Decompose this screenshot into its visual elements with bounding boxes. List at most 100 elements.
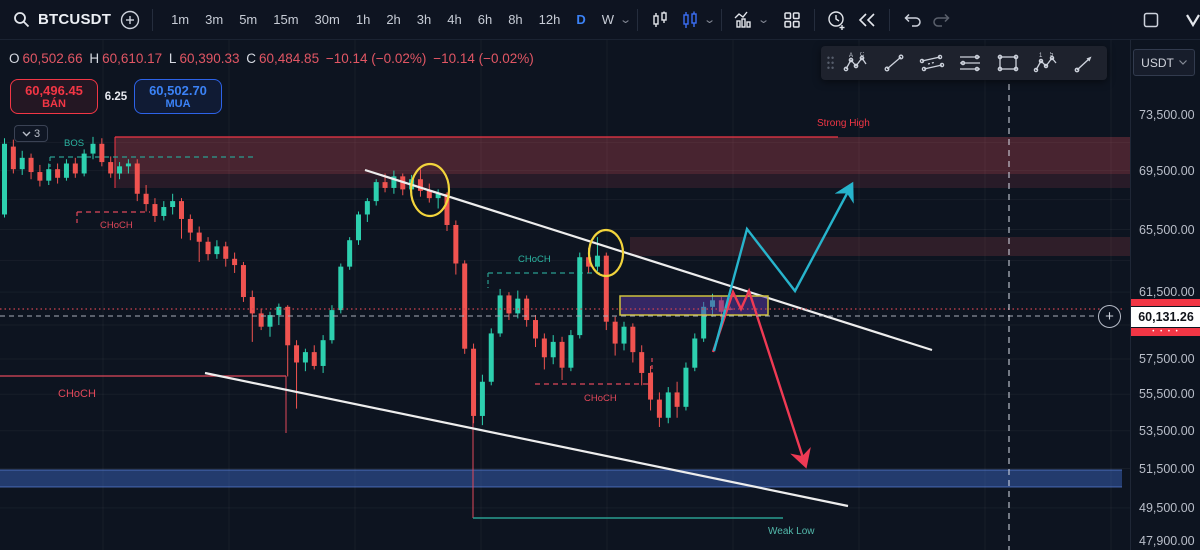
chart-canvas[interactable]: BOS CHoCH CHoCH CHoCH CHoCH Strong High Weak L… — [0, 0, 1130, 550]
grid-lines — [0, 40, 1130, 550]
price-tick: 47,900.00 — [1139, 533, 1195, 548]
trendline-upper[interactable] — [364, 168, 933, 352]
price-tick: 57,500.00 — [1139, 352, 1195, 367]
layout-grid-icon[interactable] — [777, 5, 807, 35]
timeframe-4h[interactable]: 4h — [447, 12, 462, 27]
timeframe-dropdown-icon[interactable]: ⌄ — [619, 14, 633, 26]
timeframe-30m[interactable]: 30m — [314, 12, 340, 27]
bearish-projection-arrow[interactable] — [711, 287, 811, 469]
ohlc-high-value: 60,610.17 — [102, 51, 163, 66]
structure-lines[interactable] — [0, 156, 783, 519]
highlight-circle-1[interactable] — [409, 162, 451, 218]
axis-unit-button[interactable]: USDT — [1133, 49, 1195, 76]
ohlc-open-value: 60,502.66 — [22, 51, 83, 66]
change-percent: −10.14 (−0.02%) — [433, 51, 534, 66]
ohlc-open-key: O — [9, 51, 20, 66]
timeframe-3h[interactable]: 3h — [416, 12, 432, 27]
supply-zones[interactable] — [114, 136, 1130, 256]
bid-price-strip: • • • • — [1131, 328, 1200, 336]
buy-button[interactable]: 60,502.70 MUA — [134, 79, 222, 114]
price-tick: 65,500.00 — [1139, 222, 1195, 237]
timeframe-5m[interactable]: 5m — [239, 12, 258, 27]
svg-text:A: A — [849, 53, 853, 59]
timeframe-W[interactable]: W — [601, 12, 615, 27]
annotation-label: CHoCH — [584, 393, 617, 404]
clipped-edge-icon[interactable] — [1180, 5, 1200, 35]
add-alert-plus-button[interactable]: + — [1098, 305, 1121, 328]
toolbar-separator — [813, 8, 815, 31]
ohlc-low-value: 60,390.33 — [179, 51, 240, 66]
parallel-channel-tool-icon[interactable] — [913, 48, 951, 78]
ohlc-high-key: H — [89, 51, 100, 66]
highlight-circle-2[interactable] — [587, 228, 625, 278]
ask-price-strip — [1131, 299, 1200, 306]
sell-price: 60,496.45 — [25, 83, 83, 98]
indicators-dropdown-icon[interactable]: ⌄ — [757, 14, 771, 26]
bar-style-icon[interactable] — [645, 5, 675, 35]
redo-icon[interactable] — [927, 5, 957, 35]
timeframe-1h[interactable]: 1h — [355, 12, 371, 27]
add-symbol-icon[interactable] — [115, 5, 145, 35]
price-tick: 51,500.00 — [1139, 461, 1195, 476]
trade-widget: 60,496.45 BÁN 6.25 60,502.70 MUA — [10, 79, 222, 114]
alert-add-icon[interactable] — [822, 5, 852, 35]
collapse-count: 3 — [33, 127, 41, 140]
timeframe-D[interactable]: D — [576, 12, 586, 27]
trend-line-tool-icon[interactable] — [875, 48, 913, 78]
bullish-projection-arrow[interactable] — [712, 181, 854, 352]
candles-style-active-icon[interactable] — [675, 5, 705, 35]
chart-type-dropdown-icon[interactable]: ⌄ — [703, 14, 717, 26]
collapse-objects-button[interactable]: 3 — [14, 125, 48, 142]
toolbar-drag-handle[interactable]: •• •• •• — [826, 52, 836, 73]
axis-unit-label: USDT — [1141, 55, 1174, 70]
top-toolbar: BTCUSDT 1m 3m 5m 15m 30m 1h 2h 3h 4h 6h 8h 12h D W ⌄ … — [0, 0, 1200, 40]
price-tick: 55,500.00 — [1139, 387, 1195, 402]
trendline-lower[interactable] — [204, 371, 849, 508]
annotation-label: CHoCH — [100, 220, 133, 231]
symbol-search-icon[interactable] — [6, 5, 36, 35]
timeframe-15m[interactable]: 15m — [273, 12, 299, 27]
timeframe-bar: 1m 3m 5m 15m 30m 1h 2h 3h 4h 6h 8h 12h D W — [164, 8, 621, 31]
topbar-right-group — [1136, 5, 1200, 35]
svg-text:5: 5 — [1050, 52, 1054, 58]
annotation-label: CHoCH — [518, 254, 551, 265]
horizontal-line-tool-icon[interactable] — [951, 48, 989, 78]
toolbar-separator — [152, 8, 154, 31]
sell-label: BÁN — [42, 98, 66, 110]
sell-button[interactable]: 60,496.45 BÁN — [10, 79, 98, 114]
timeframe-12h[interactable]: 12h — [538, 12, 561, 27]
supply-zone-b — [630, 237, 1130, 256]
snapshot-square-icon[interactable] — [1136, 5, 1166, 35]
timeframe-8h[interactable]: 8h — [508, 12, 523, 27]
annotation-label: CHoCH — [58, 388, 96, 400]
symbol-name[interactable]: BTCUSDT — [38, 11, 112, 28]
annotation-label: Weak Low — [768, 526, 815, 537]
timeframe-1m[interactable]: 1m — [171, 12, 190, 27]
rectangle-tool-icon[interactable] — [989, 48, 1027, 78]
indicators-icon[interactable] — [729, 5, 759, 35]
undo-icon[interactable] — [897, 5, 927, 35]
price-tick: 69,500.00 — [1139, 163, 1195, 178]
arrow-marker-tool-icon[interactable] — [1065, 48, 1103, 78]
price-axis[interactable]: 73,500.00 69,500.00 65,500.00 61,500.00 57,5… — [1130, 40, 1200, 550]
bar-replay-icon[interactable] — [852, 5, 882, 35]
timeframe-2h[interactable]: 2h — [386, 12, 401, 27]
ohlc-close-value: 60,484.85 — [259, 51, 320, 66]
spread-value: 6.25 — [104, 90, 128, 103]
buy-price: 60,502.70 — [149, 83, 207, 98]
ohlc-low-key: L — [168, 51, 177, 66]
blue-demand-band[interactable] — [0, 469, 1122, 488]
price-tick: 53,500.00 — [1139, 423, 1195, 438]
timeframe-3m[interactable]: 3m — [205, 12, 224, 27]
buy-label: MUA — [165, 98, 191, 110]
price-tick: 73,500.00 — [1139, 107, 1195, 122]
timeframe-6h[interactable]: 6h — [477, 12, 493, 27]
price-tick: 61,500.00 — [1139, 285, 1195, 300]
chart-labels: BOS CHoCH CHoCH CHoCH CHoCH Strong High Weak L… — [58, 118, 870, 537]
toolbar-separator — [888, 8, 890, 31]
toolbar-separator — [637, 8, 639, 31]
